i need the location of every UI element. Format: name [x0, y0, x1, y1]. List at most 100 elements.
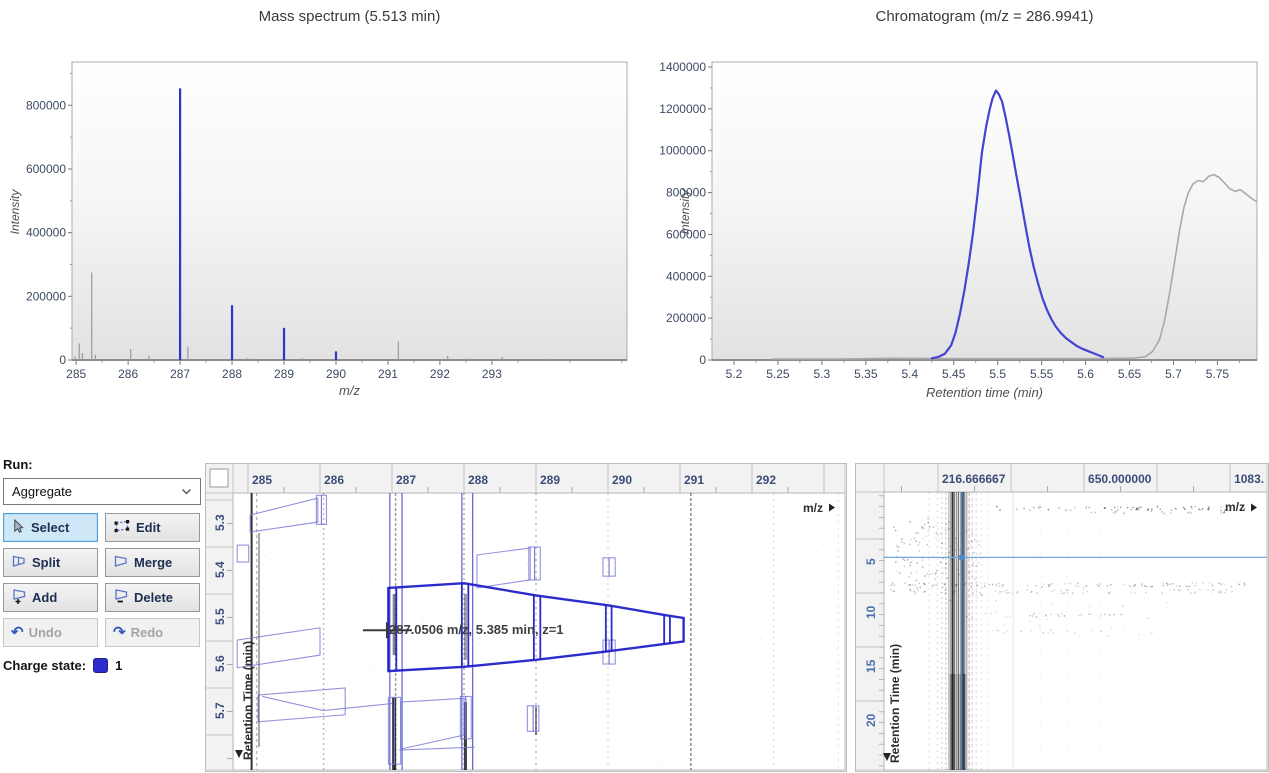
button-label: Select: [31, 520, 70, 535]
svg-text:5: 5: [864, 558, 878, 565]
overview-map-render: 216.666667 650.000000 1083. 5 10 15 20: [855, 463, 1269, 772]
feature-tooltip: 287.0506 m/z, 5.385 min, z=1: [389, 622, 564, 637]
svg-text:5.2: 5.2: [726, 367, 743, 381]
button-label: Split: [32, 555, 61, 570]
svg-text:20: 20: [864, 713, 878, 727]
map-corner-checkbox[interactable]: [209, 468, 229, 488]
svg-text:292: 292: [756, 473, 776, 487]
undo-button[interactable]: ↶ Undo: [3, 618, 98, 647]
svg-text:5.35: 5.35: [854, 367, 878, 381]
svg-text:5.6: 5.6: [1077, 367, 1094, 381]
svg-text:288: 288: [222, 367, 242, 381]
svg-text:5.4: 5.4: [901, 367, 918, 381]
svg-text:10: 10: [864, 605, 878, 619]
chromatogram-x-axis-label: Retention time (min): [925, 385, 1044, 400]
svg-text:286: 286: [324, 473, 344, 487]
svg-text:290: 290: [612, 473, 632, 487]
svg-text:650.000000: 650.000000: [1088, 472, 1152, 486]
svg-text:0: 0: [699, 353, 706, 367]
overview-map-y-axis-name: Retention Time (min): [888, 644, 902, 763]
svg-text:291: 291: [378, 367, 398, 381]
svg-text:0: 0: [59, 353, 66, 367]
delete-button[interactable]: Delete: [105, 583, 200, 612]
svg-text:600000: 600000: [26, 162, 66, 176]
charge-state-row: Charge state: 1: [3, 658, 122, 673]
merge-feature-icon: [113, 554, 129, 572]
svg-text:5.7: 5.7: [1165, 367, 1182, 381]
chromatogram-title: Chromatogram (m/z = 286.9941): [875, 8, 1094, 25]
svg-text:5.45: 5.45: [942, 367, 966, 381]
svg-text:5.3: 5.3: [213, 514, 227, 531]
svg-text:289: 289: [274, 367, 294, 381]
svg-text:1200000: 1200000: [659, 102, 706, 116]
svg-text:5.75: 5.75: [1206, 367, 1230, 381]
chevron-down-icon: [182, 489, 191, 495]
run-label: Run:: [3, 457, 33, 472]
split-button[interactable]: Split: [3, 548, 98, 577]
redo-button[interactable]: ↷ Redo: [105, 618, 200, 647]
svg-text:200000: 200000: [666, 311, 706, 325]
spectrum-peaks: [74, 88, 550, 360]
add-button[interactable]: Add: [3, 583, 98, 612]
button-label: Undo: [28, 625, 62, 640]
button-label: Merge: [134, 555, 173, 570]
svg-text:5.7: 5.7: [213, 702, 227, 719]
overview-map[interactable]: 216.666667 650.000000 1083. 5 10 15 20 m/z Ret…: [855, 463, 1269, 772]
edit-button[interactable]: Edit: [105, 513, 200, 542]
svg-text:285: 285: [252, 473, 272, 487]
svg-text:5.6: 5.6: [213, 655, 227, 672]
svg-text:5.5: 5.5: [213, 608, 227, 625]
chromatogram-traces: [772, 89, 1257, 360]
svg-text:200000: 200000: [26, 289, 66, 303]
svg-text:5.65: 5.65: [1118, 367, 1142, 381]
svg-text:1400000: 1400000: [659, 60, 706, 74]
x-axis-arrow-icon: [1251, 503, 1257, 512]
button-label: Delete: [134, 590, 174, 605]
cursor-icon: [11, 518, 26, 537]
redo-icon: ↷: [113, 624, 126, 641]
svg-text:800000: 800000: [666, 186, 706, 200]
add-feature-icon: [11, 588, 27, 607]
feature-map-y-axis-name: Retention Time (min): [241, 641, 255, 760]
run-select[interactable]: Aggregate: [3, 478, 201, 505]
svg-text:5.55: 5.55: [1030, 367, 1054, 381]
svg-text:800000: 800000: [26, 98, 66, 112]
svg-text:400000: 400000: [666, 269, 706, 283]
svg-text:5.25: 5.25: [766, 367, 790, 381]
undo-icon: ↶: [11, 624, 24, 641]
mass-spectrum-plot[interactable]: 0 200000 400000 600000 800000 285 286 287 288 289…: [0, 0, 650, 410]
svg-text:287: 287: [170, 367, 190, 381]
charge-1-value: 1: [115, 658, 123, 673]
svg-text:288: 288: [468, 473, 488, 487]
svg-text:1083.: 1083.: [1234, 472, 1264, 486]
merge-button[interactable]: Merge: [105, 548, 200, 577]
x-axis-arrow-icon: [829, 503, 835, 512]
svg-text:5.3: 5.3: [814, 367, 831, 381]
svg-text:600000: 600000: [666, 227, 706, 241]
svg-text:293: 293: [482, 367, 502, 381]
svg-text:5.4: 5.4: [213, 561, 227, 578]
split-feature-icon: [11, 554, 27, 572]
svg-text:290: 290: [326, 367, 346, 381]
mass-spectrum-title: Mass spectrum (5.513 min): [258, 8, 441, 25]
overview-map-x-axis-name: m/z: [1225, 500, 1245, 514]
spectrum-x-axis-label: m/z: [339, 383, 360, 398]
y-axis-arrow-icon: [235, 750, 243, 758]
delete-feature-icon: [113, 588, 129, 607]
svg-text:291: 291: [684, 473, 704, 487]
svg-text:286: 286: [118, 367, 138, 381]
charge-state-label: Charge state:: [3, 658, 87, 673]
chromatogram-plot[interactable]: 0 200000 400000 600000 800000 1000000 1200000 1…: [650, 0, 1269, 410]
plot-area[interactable]: [711, 61, 1258, 361]
plot-area[interactable]: [71, 61, 628, 361]
charge-1-swatch[interactable]: [93, 658, 109, 673]
edit-vertices-icon: [113, 519, 131, 536]
svg-text:216.666667: 216.666667: [942, 472, 1006, 486]
selected-feature-outline: [387, 581, 685, 673]
feature-map-render: 285 286 287 288 289 290 291 292 5.3 5.4 5.5 5.6 5.7: [205, 463, 847, 772]
svg-text:292: 292: [430, 367, 450, 381]
feature-map[interactable]: 285 286 287 288 289 290 291 2925.35.45.55.65.7 …: [205, 463, 847, 772]
svg-text:15: 15: [864, 659, 878, 673]
select-button[interactable]: Select: [3, 513, 98, 542]
